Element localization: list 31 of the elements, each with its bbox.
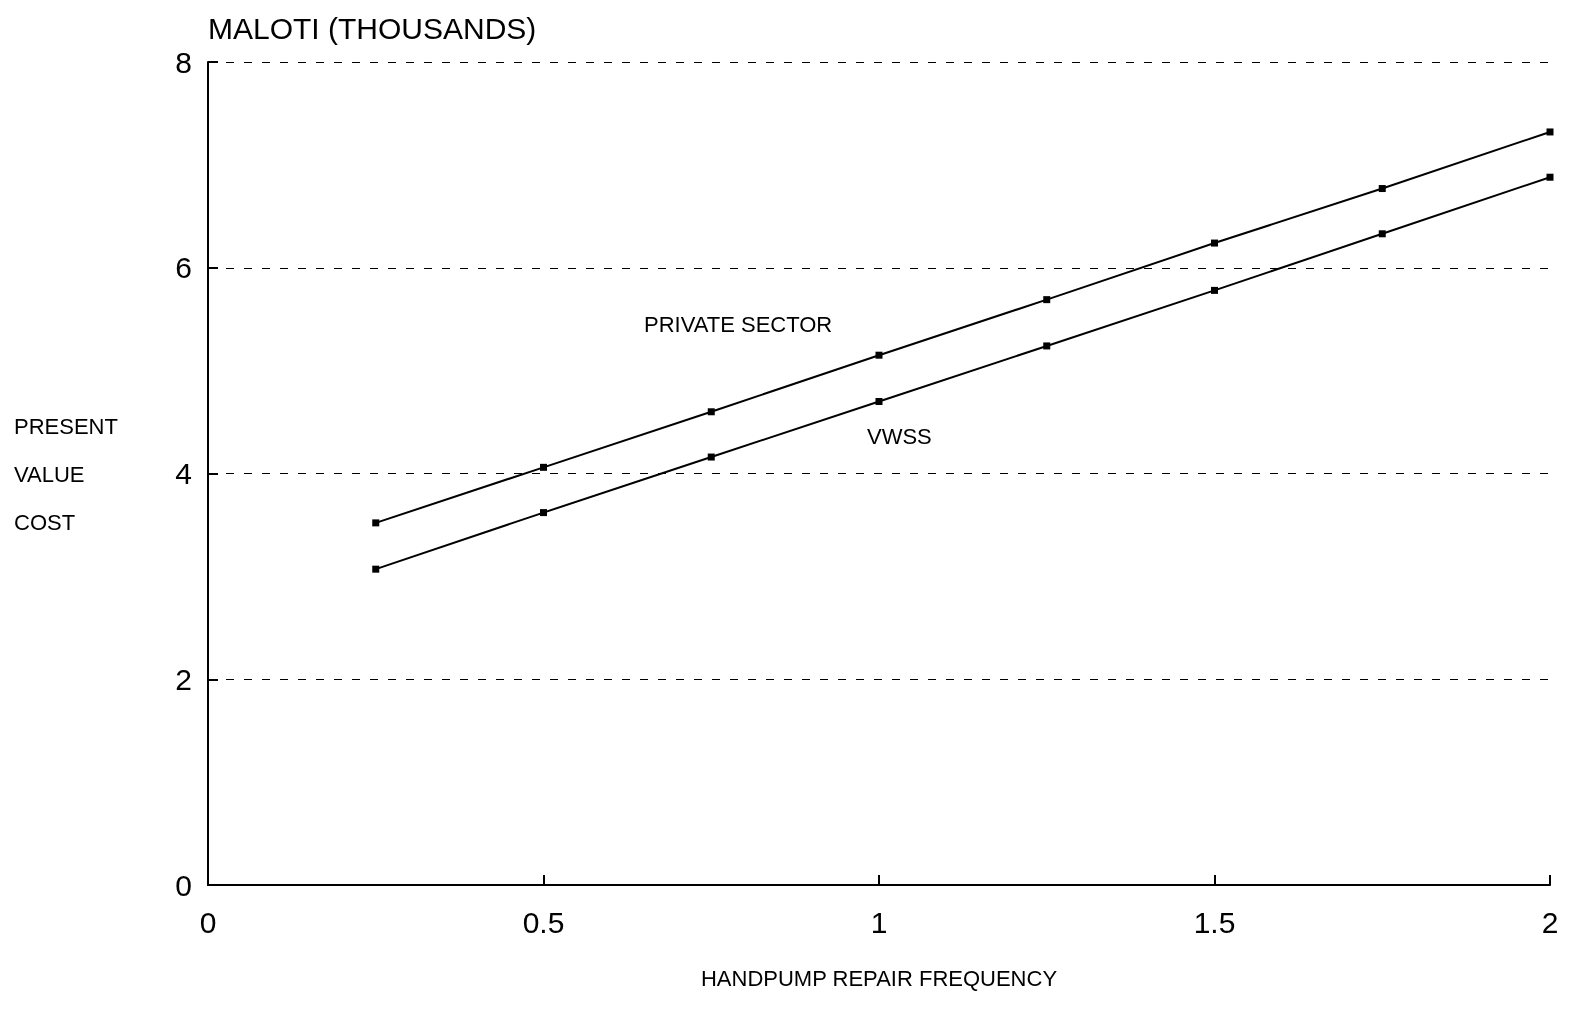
x-tick-label: 2	[1541, 905, 1559, 939]
point	[1211, 239, 1218, 247]
point	[1378, 230, 1386, 238]
point	[372, 519, 380, 527]
point	[1043, 296, 1051, 304]
x-tick-label: 0.5	[522, 905, 565, 939]
point	[540, 509, 547, 517]
x-tick-label: 0	[199, 905, 217, 939]
y-tick-label: 6	[175, 251, 192, 285]
x-tick-label: 1	[870, 905, 888, 939]
point	[1546, 128, 1554, 136]
x-tick-label: 1.5	[1193, 905, 1236, 939]
point	[707, 453, 715, 461]
point	[1211, 286, 1218, 294]
point	[875, 351, 883, 359]
y-tick-label: 0	[175, 868, 192, 902]
chart-title: MALOTI (THOUSANDS)	[208, 11, 537, 45]
point	[540, 463, 547, 471]
y-tick-label: 8	[175, 45, 192, 79]
point	[372, 565, 380, 573]
point	[707, 408, 715, 416]
point	[1546, 173, 1554, 181]
x-axis-title: HANDPUMP REPAIR FREQUENCY	[700, 965, 1058, 991]
point	[1043, 342, 1051, 350]
point	[875, 397, 883, 405]
y-axis-title: PRESENT VALUE COST	[14, 413, 124, 535]
y-tick-label: 2	[175, 662, 192, 696]
series-label: PRIVATE SECTOR	[644, 311, 833, 337]
y-tick-label: 4	[175, 457, 192, 490]
point	[1378, 185, 1386, 193]
series-label: VWSS	[867, 423, 932, 449]
